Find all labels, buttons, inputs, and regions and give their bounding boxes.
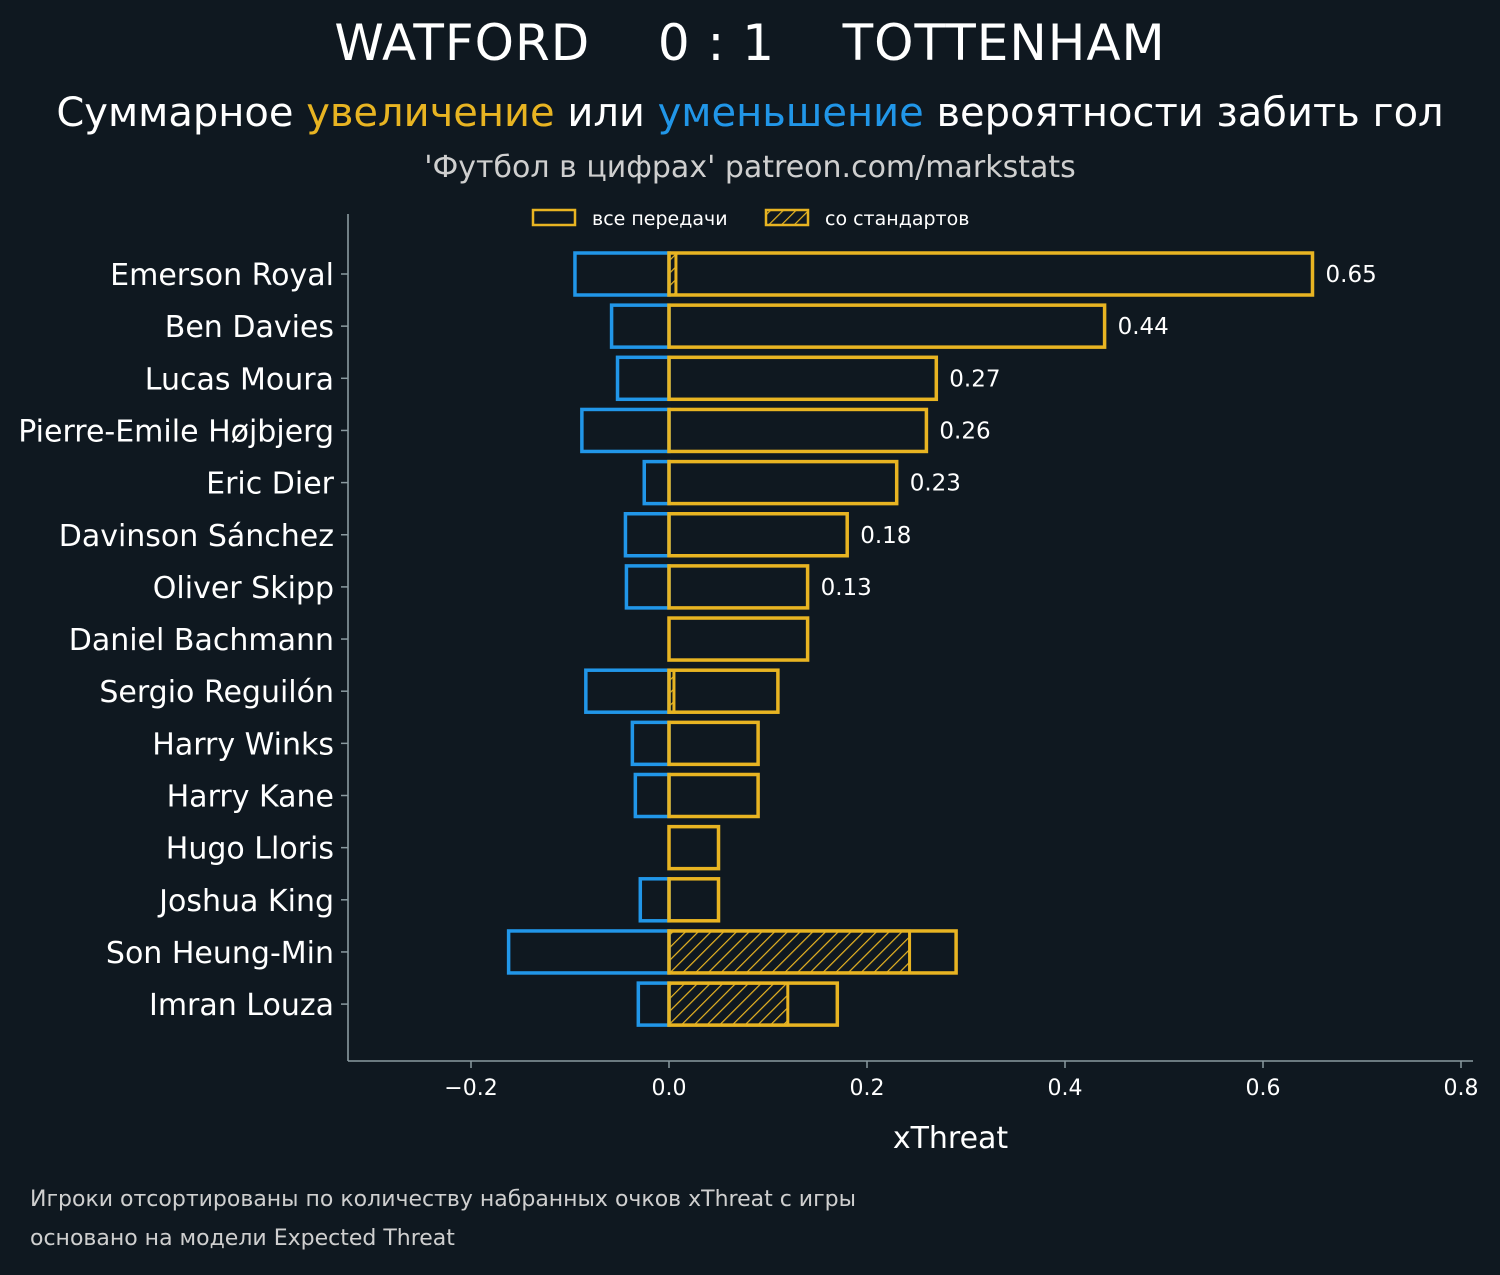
y-tick-label-0: Emerson Royal [110,258,334,293]
data-label-1: 0.44 [1118,314,1169,340]
x-tick-label-5: 0.8 [1444,1076,1479,1101]
y-tick-label-9: Harry Winks [152,727,334,762]
bar-decrease-13 [506,929,671,975]
y-tick-label-12: Joshua King [157,884,334,919]
bar-increase-9 [667,720,760,767]
y-tick-label-1: Ben Davies [165,310,334,345]
bar-increase-14 [667,981,840,1027]
y-tick-label-10: Harry Kane [167,780,334,815]
bar-increase-7 [667,616,810,662]
y-tick-label-2: Lucas Moura [145,362,334,397]
subtitle-part3: вероятности забить гол [923,90,1444,136]
data-label-5: 0.18 [860,523,911,549]
x-axis-label: xThreat [893,1121,1009,1156]
bar-increase-6 [667,564,810,610]
bars: 0.65 0.44 0.27 0.26 0.23 0.18 0.13 [506,251,1377,1027]
data-label-0: 0.65 [1326,262,1377,288]
bar-decrease-14 [636,981,671,1027]
y-tick-label-6: Oliver Skipp [153,571,334,606]
legend-swatch-hatched [764,208,810,227]
bar-increase-1 [667,303,1107,349]
chart-title: WATFORD 0 : 1 TOTTENHAM [334,14,1166,72]
chart-credit: 'Футбол в цифрах' patreon.com/markstats [424,150,1076,185]
bar-increase-2 [667,355,939,402]
y-tick-label-11: Hugo Lloris [166,832,334,867]
x-tick-label-2: 0.2 [850,1076,885,1101]
legend: все передачи со стандартов [531,208,969,230]
bar-decrease-8 [584,668,671,714]
footnote-sorting: Игроки отсортированы по количеству набра… [30,1187,856,1212]
data-label-6: 0.13 [821,575,872,601]
bar-setpiece-14 [667,981,790,1027]
bar-decrease-0 [573,251,671,297]
bar-decrease-5 [623,512,671,558]
y-tick-label-4: Eric Dier [206,467,335,502]
bar-decrease-10 [633,772,671,819]
bar-decrease-6 [624,564,671,610]
data-label-2: 0.27 [949,366,1000,392]
bar-setpiece-13 [667,929,912,975]
bar-decrease-1 [609,303,671,349]
y-tick-label-13: Son Heung-Min [106,936,334,971]
bar-increase-5 [667,512,849,558]
bar-increase-11 [667,824,721,871]
bar-increase-10 [667,772,760,819]
y-tick-label-8: Sergio Reguilón [99,675,334,710]
bar-decrease-3 [580,407,671,454]
data-label-3: 0.26 [939,418,990,444]
chart-subtitle: Суммарное увеличение или уменьшение веро… [0,90,1500,136]
legend-label-outline: все передачи [592,208,728,230]
footnote-model: основано на модели Expected Threat [30,1226,455,1251]
bar-increase-4 [667,459,899,506]
bar-decrease-4 [642,459,671,506]
legend-swatch-outline [531,208,577,227]
subtitle-part2: или [554,90,658,136]
bar-increase-0 [667,251,1315,297]
subtitle-decrease-word: уменьшение [657,90,924,136]
x-tick-label-1: 0.0 [652,1076,687,1101]
bar-increase-3 [667,407,929,454]
y-tick-label-5: Davinson Sánchez [59,519,334,554]
bar-decrease-2 [615,355,671,402]
x-tick-label-3: 0.4 [1048,1076,1083,1101]
y-tick-label-7: Daniel Bachmann [69,623,334,658]
subtitle-part1: Суммарное [56,90,307,136]
bar-decrease-12 [638,877,671,923]
x-tick-label-4: 0.6 [1246,1076,1281,1101]
data-label-4: 0.23 [910,471,961,497]
bar-increase-8 [667,668,780,714]
y-tick-label-3: Pierre-Emile Højbjerg [18,414,334,449]
axes: Emerson Royal Ben Davies Lucas Moura Pierre… [18,214,1479,1156]
y-tick-label-14: Imran Louza [149,988,334,1023]
bar-increase-13 [667,929,958,975]
x-tick-label-0: −0.2 [444,1076,497,1101]
bar-increase-12 [667,877,721,923]
bar-decrease-9 [630,720,671,767]
subtitle-increase-word: увеличение [306,90,555,136]
legend-label-hatched: со стандартов [825,208,969,230]
